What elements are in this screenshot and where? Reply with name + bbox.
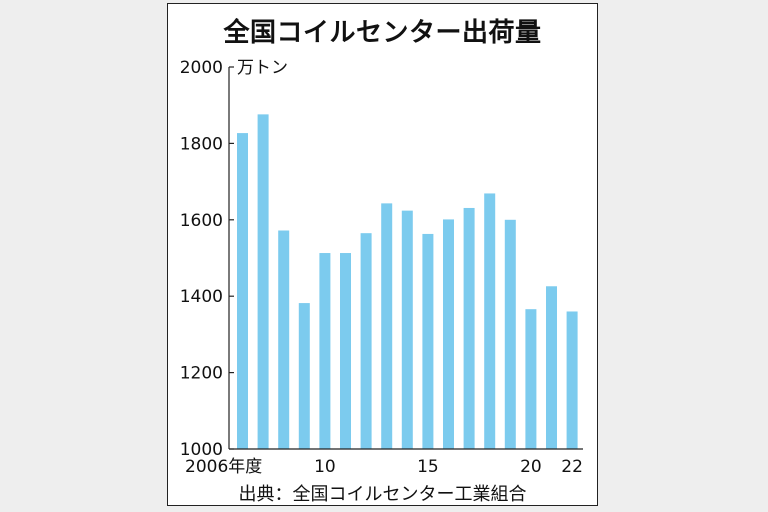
bar-2017 — [463, 207, 475, 449]
bar-2006年度 — [237, 133, 248, 449]
y-tick-label-1200: 1200 — [180, 364, 223, 384]
y-tick-label-2000: 2000 — [180, 58, 223, 78]
bar-2009 — [298, 303, 310, 449]
chart-title: 全国コイルセンター出荷量 — [223, 18, 542, 48]
bar-2022 — [566, 311, 578, 449]
y-tick-label-1800: 1800 — [180, 134, 223, 154]
x-tick-label-2015: 15 — [417, 457, 439, 477]
bar-2013 — [381, 203, 393, 449]
chart-panel: 全国コイルセンター出荷量 1000 1200 1400 1600 1800 2000 万トン… — [167, 3, 598, 506]
bar-2008 — [278, 230, 290, 449]
bar-2014 — [401, 210, 413, 449]
bar-2020 — [525, 309, 537, 449]
y-tick-label-1400: 1400 — [180, 287, 223, 307]
chart-source: 出典：全国コイルセンター工業組合 — [238, 484, 527, 505]
bar-2007 — [257, 114, 269, 450]
x-tick-label-2022: 22 — [561, 457, 583, 477]
bar-2010 — [319, 253, 331, 449]
x-tick-label-2006年度: 2006年度 — [185, 457, 262, 477]
bar-2015 — [422, 233, 434, 449]
y-tick-label-1600: 1600 — [180, 211, 223, 231]
x-tick-label-2020: 20 — [520, 457, 542, 477]
y-tick-label-1000: 1000 — [180, 440, 223, 460]
bar-2012 — [360, 233, 372, 449]
bar-2016 — [443, 219, 454, 449]
y-unit-label: 万トン — [237, 58, 288, 78]
bar-2011 — [340, 253, 351, 449]
x-tick-label-2010: 10 — [314, 457, 336, 477]
bar-2019 — [504, 219, 516, 449]
bar-chart: 1000 1200 1400 1600 1800 2000 万トン 2006年度 10 15 20 2… — [180, 58, 583, 477]
bar-2018 — [484, 193, 496, 449]
bar-2021 — [546, 286, 557, 449]
